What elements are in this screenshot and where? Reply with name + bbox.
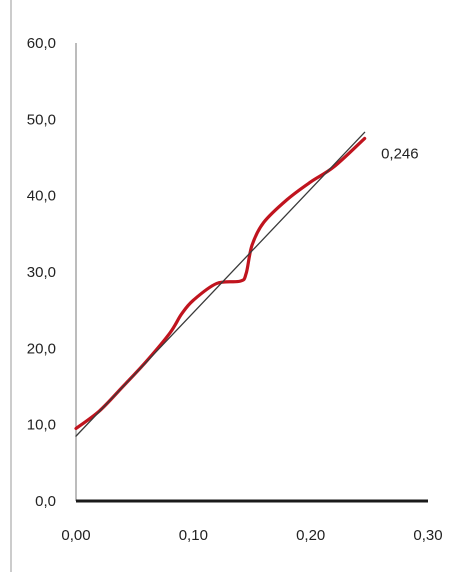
y-tick-label: 50,0 — [27, 111, 56, 128]
y-tick-label: 10,0 — [27, 417, 56, 434]
y-tick-label: 0,0 — [35, 493, 56, 510]
x-tick-label: 0,00 — [61, 527, 90, 544]
y-tick-label: 30,0 — [27, 264, 56, 281]
y-tick-label: 40,0 — [27, 188, 56, 205]
series-layer — [74, 131, 367, 437]
labels-layer: 0,0 10,0 20,0 30,0 40,0 50,0 60,0 0,00 0,10 0,20 0… — [27, 35, 443, 544]
y-tick-label: 60,0 — [27, 35, 56, 52]
y-tick-label: 20,0 — [27, 340, 56, 357]
x-tick-label: 0,20 — [296, 527, 325, 544]
value-annotation: 0,246 — [381, 146, 419, 163]
x-tick-label: 0,30 — [413, 527, 442, 544]
axes — [75, 43, 428, 503]
x-tick-label: 0,10 — [179, 527, 208, 544]
series-line-trend — [75, 131, 366, 437]
